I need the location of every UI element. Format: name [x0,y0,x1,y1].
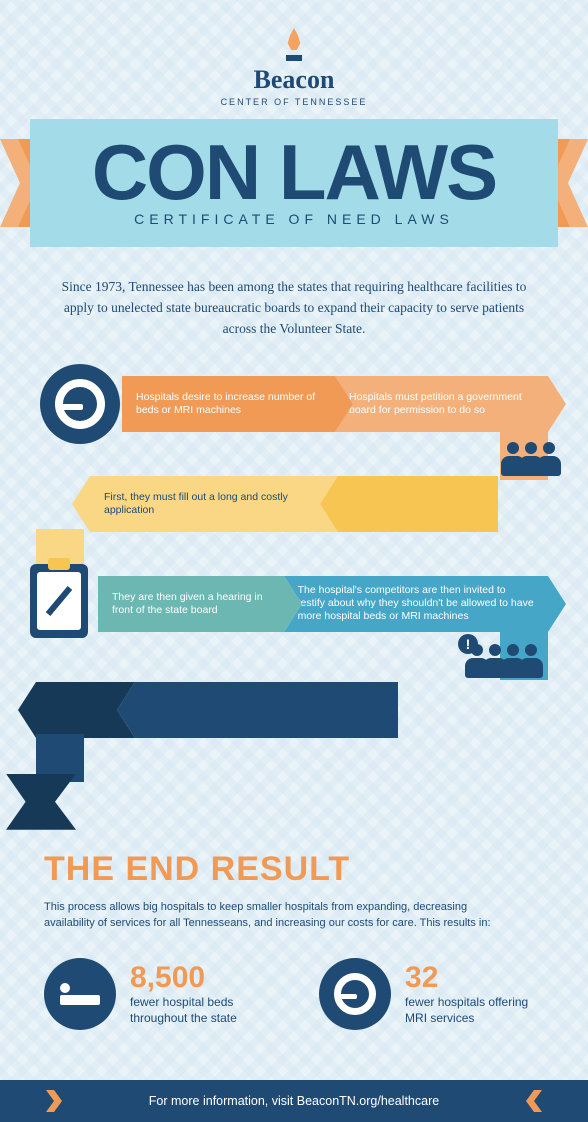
infographic: Beacon CENTER OF TENNESSEE CON LAWS CERT… [0,0,588,1122]
page-subtitle: CERTIFICATE OF NEED LAWS [134,211,454,227]
flow-spacer [135,682,398,738]
chevron-right-icon [526,1090,542,1112]
end-result-section: THE END RESULT This process allows big h… [0,794,588,1058]
process-flow: Hospitals desire to increase number of b… [30,364,558,794]
flow-step-1-text: Hospitals desire to increase number of b… [136,391,321,417]
stat-2-label: fewer hospitals offering MRI services [405,995,544,1026]
footer: For more information, visit BeaconTN.org… [0,1080,588,1122]
flow-step-2-text: Hospitals must petition a government boa… [349,391,534,417]
mri-icon [40,364,120,444]
people-icon [504,442,558,476]
flow-step-1: Hospitals desire to increase number of b… [122,376,335,432]
flow-spacer [338,476,498,532]
chevron-left-icon [46,1090,62,1112]
torch-icon [286,55,302,61]
people-icon [468,644,540,678]
clipboard-icon [30,564,88,638]
brand-subtitle: CENTER OF TENNESSEE [0,97,588,107]
footer-text: For more information, visit BeaconTN.org… [149,1094,439,1108]
title-band: CON LAWS CERTIFICATE OF NEED LAWS [0,119,588,247]
stat-2-number: 32 [405,961,544,995]
end-result-title: THE END RESULT [44,850,544,889]
intro-text: Since 1973, Tennessee has been among the… [0,247,588,364]
stat-2: 32 fewer hospitals offering MRI services [319,958,544,1030]
flow-row-4 [36,682,398,738]
stats-row: 8,500 fewer hospital beds throughout the… [44,958,544,1030]
flow-step-3-text: First, they must fill out a long and cos… [104,491,324,517]
stat-1-label: fewer hospital beds throughout the state [130,995,283,1026]
flow-step-2: Hospitals must petition a government boa… [335,376,548,432]
stat-1: 8,500 fewer hospital beds throughout the… [44,958,283,1030]
flow-step-5: The hospital's competitors are then invi… [284,576,548,632]
flow-row-3: They are then given a hearing in front o… [98,576,548,632]
flow-step-3: First, they must fill out a long and cos… [90,476,338,532]
bed-icon [44,958,116,1030]
flow-step-5-text: The hospital's competitors are then invi… [298,584,534,623]
page-title: CON LAWS [92,139,496,205]
flow-step-4: They are then given a hearing in front o… [98,576,284,632]
flow-row-1: Hospitals desire to increase number of b… [122,376,548,432]
stat-1-number: 8,500 [130,961,283,995]
flow-step-4-text: They are then given a hearing in front o… [112,591,270,617]
flame-icon [287,28,301,50]
mri-icon [319,958,391,1030]
brand-name: Beacon [0,65,588,95]
brand-block: Beacon CENTER OF TENNESSEE [0,0,588,107]
flow-row-2: First, they must fill out a long and cos… [90,476,498,532]
end-result-text: This process allows big hospitals to kee… [44,899,514,932]
